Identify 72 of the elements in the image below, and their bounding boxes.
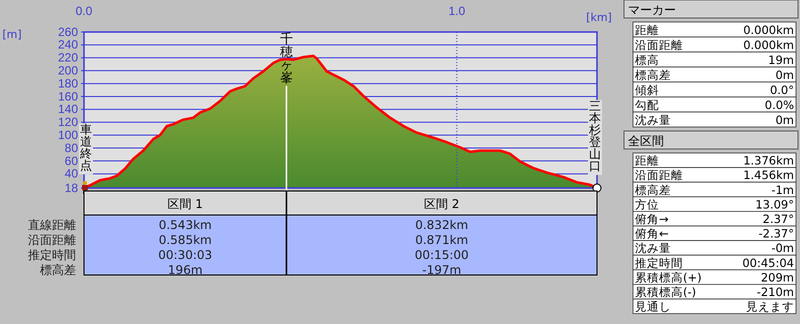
category-label: 沈み量	[635, 241, 671, 256]
y-tick-label: 80	[64, 140, 78, 155]
category-label: 沿面距離	[635, 168, 683, 182]
text: 0.871km	[415, 233, 468, 247]
text: 0.543km	[158, 218, 212, 232]
y-tick-label: 240	[58, 38, 78, 52]
text: 00:15:00	[414, 248, 469, 262]
text: 見えます	[746, 300, 794, 314]
ref-line-label: 千穂ヶ峯	[280, 32, 293, 86]
text: 00:30:03	[158, 248, 212, 262]
category-label: 方位	[635, 197, 659, 212]
text: 0.585km	[158, 233, 212, 247]
text: 1.376km	[743, 154, 794, 168]
category-label: 推定時間	[28, 248, 76, 262]
text: 0m	[775, 113, 794, 127]
category-label: 標高差	[40, 263, 76, 277]
text: 13.09°	[755, 197, 794, 212]
x-tick-label: 1.0	[448, 4, 466, 18]
text: -210m	[756, 285, 794, 299]
text: 0.0%	[764, 98, 794, 112]
category-label: 見通し	[635, 300, 671, 314]
text: -197m	[422, 263, 462, 277]
category-label: 直線距離	[28, 218, 76, 232]
y-tick-label: 40	[64, 166, 78, 181]
text: 209m	[760, 270, 794, 284]
text: 0.832km	[415, 218, 468, 232]
y-tick-label: 100	[58, 128, 78, 142]
y-tick-label: 18	[64, 180, 78, 195]
category-label: 累積標高(+)	[635, 270, 702, 284]
y-tick-label: 120	[58, 115, 78, 130]
text: 全区間	[628, 134, 664, 148]
category-label: 沿面距離	[28, 233, 76, 247]
category-label: 標高	[635, 53, 659, 67]
text: -1m	[771, 182, 794, 197]
category-label: 距離	[635, 154, 659, 168]
category-label: 傾斜	[635, 83, 659, 97]
text: 196m	[168, 263, 203, 277]
text: 2.37°	[762, 212, 794, 226]
y-axis-title: [m]	[2, 28, 22, 41]
text: 1.456km	[743, 168, 794, 182]
text: 0.000km	[743, 23, 794, 37]
text: -2.37°	[758, 226, 794, 241]
category-label: 俯角←	[635, 226, 669, 241]
category-label: 累積標高(-)	[635, 285, 696, 299]
category-label: 俯角→	[635, 212, 669, 226]
x-axis-title: [km]	[586, 11, 612, 24]
y-tick-label: 200	[58, 64, 78, 78]
y-tick-label: 260	[58, 24, 78, 39]
category-label: 沈み量	[635, 113, 671, 127]
category-label: 標高差	[635, 68, 671, 82]
category-label: 区間 2	[424, 197, 460, 211]
text: 0.000km	[743, 38, 794, 52]
category-label: 標高差	[635, 182, 671, 197]
annotation: 三本杉登山口	[588, 99, 601, 173]
text: -0m	[771, 241, 794, 256]
text: 0.0°	[770, 83, 794, 97]
category-label: 区間 1	[167, 197, 203, 211]
text: マーカー	[628, 3, 676, 17]
category-label: 沿面距離	[635, 38, 683, 52]
y-tick-label: 160	[58, 89, 78, 104]
x-tick-label: 0.0	[76, 4, 93, 18]
text: 00:45:04	[742, 256, 794, 270]
category-label: 推定時間	[635, 256, 683, 270]
text: 0m	[775, 68, 794, 82]
text: 19m	[768, 53, 794, 67]
y-tick-label: 140	[58, 102, 78, 116]
y-tick-label: 220	[58, 50, 78, 65]
y-tick-label: 180	[58, 76, 78, 90]
category-label: 距離	[635, 23, 659, 37]
y-tick-label: 60	[64, 154, 78, 168]
category-label: 勾配	[635, 98, 659, 112]
annotation: 車道終点	[79, 122, 92, 172]
